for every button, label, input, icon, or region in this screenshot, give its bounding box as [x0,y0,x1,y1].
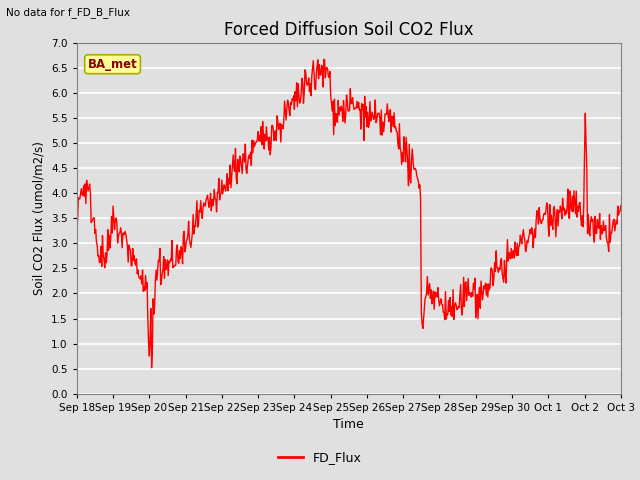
Title: Forced Diffusion Soil CO2 Flux: Forced Diffusion Soil CO2 Flux [224,21,474,39]
Text: BA_met: BA_met [88,58,138,71]
X-axis label: Time: Time [333,418,364,431]
Y-axis label: Soil CO2 Flux (umol/m2/s): Soil CO2 Flux (umol/m2/s) [33,142,45,295]
Text: No data for f_FD_B_Flux: No data for f_FD_B_Flux [6,7,131,18]
Legend: FD_Flux: FD_Flux [273,446,367,469]
